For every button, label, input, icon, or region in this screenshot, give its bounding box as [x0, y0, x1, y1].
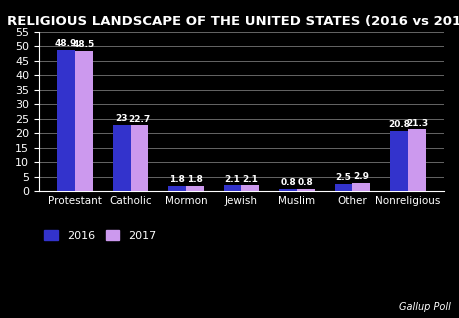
Bar [334, 184, 352, 191]
Text: 23: 23 [115, 114, 128, 123]
Bar [241, 185, 259, 191]
Text: 1.8: 1.8 [169, 176, 185, 184]
Text: 48.9: 48.9 [55, 39, 77, 48]
Text: 22.7: 22.7 [128, 115, 150, 124]
Text: Gallup Poll: Gallup Poll [398, 302, 450, 312]
Text: 0.8: 0.8 [280, 178, 295, 187]
Legend: 2016, 2017: 2016, 2017 [45, 231, 156, 241]
Bar [389, 131, 407, 191]
Bar [75, 51, 93, 191]
Title: RELIGIOUS LANDSCAPE OF THE UNITED STATES (2016 vs 2017): RELIGIOUS LANDSCAPE OF THE UNITED STATES… [7, 15, 459, 28]
Text: 48.5: 48.5 [73, 40, 95, 49]
Bar [223, 185, 241, 191]
Bar [407, 129, 425, 191]
Text: 0.8: 0.8 [297, 178, 313, 187]
Text: 1.8: 1.8 [186, 176, 202, 184]
Bar [168, 186, 185, 191]
Bar [130, 125, 148, 191]
Text: 20.8: 20.8 [387, 121, 409, 129]
Bar [352, 183, 369, 191]
Bar [279, 189, 297, 191]
Bar [112, 125, 130, 191]
Bar [57, 50, 75, 191]
Bar [185, 186, 203, 191]
Text: 21.3: 21.3 [405, 119, 427, 128]
Text: 2.1: 2.1 [242, 175, 258, 183]
Bar [297, 189, 314, 191]
Text: 2.5: 2.5 [335, 173, 351, 183]
Text: 2.1: 2.1 [224, 175, 240, 183]
Text: 2.9: 2.9 [353, 172, 369, 181]
